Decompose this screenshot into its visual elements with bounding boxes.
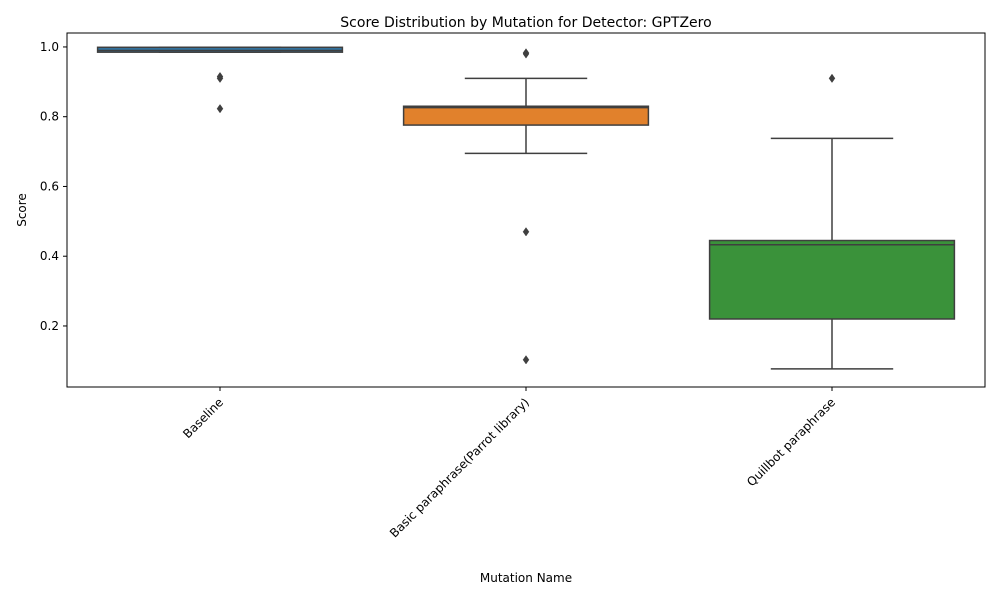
outlier-point — [522, 49, 530, 59]
box-series — [96, 46, 956, 370]
outlier-point — [216, 73, 224, 83]
y-tick-label: 0.6 — [40, 179, 59, 193]
y-axis-label: Score — [15, 193, 29, 227]
x-axis-label: Mutation Name — [480, 571, 572, 585]
y-tick-label: 1.0 — [40, 40, 59, 54]
y-tick-label: 0.2 — [40, 319, 59, 333]
outlier-point — [522, 227, 530, 237]
outlier-point — [216, 104, 224, 114]
y-axis: 0.2 0.4 0.6 0.8 1.0 — [40, 40, 67, 333]
y-tick-label: 0.4 — [40, 249, 59, 263]
outlier-point — [522, 355, 530, 365]
plot-frame — [66, 32, 986, 388]
outlier-point — [828, 73, 836, 83]
box — [708, 239, 956, 320]
y-tick-label: 0.8 — [40, 110, 59, 124]
box — [402, 105, 650, 126]
chart-title: Score Distribution by Mutation for Detec… — [340, 15, 711, 31]
